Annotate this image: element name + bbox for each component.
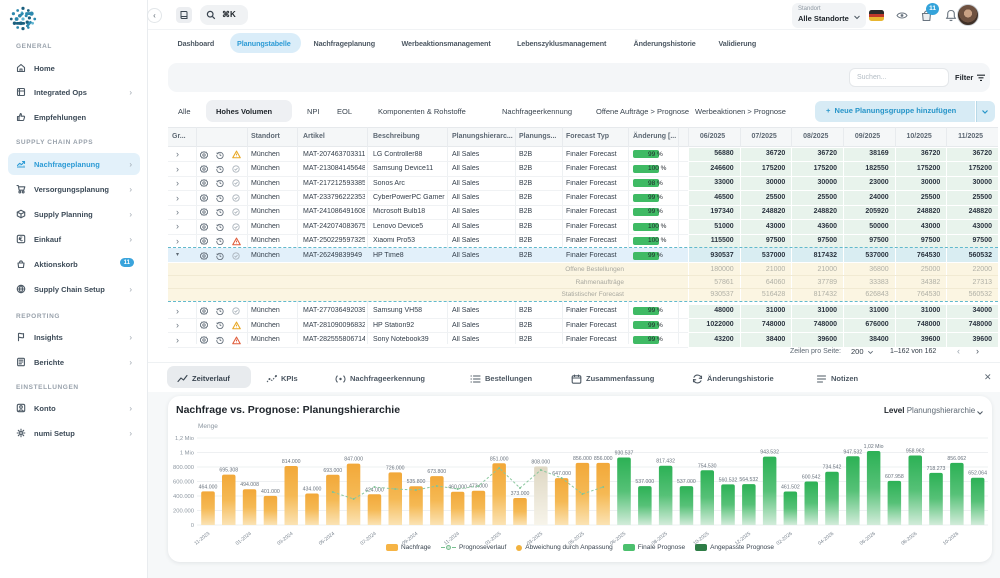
svg-text:537.000: 537.000 xyxy=(635,479,654,485)
svg-text:930.537: 930.537 xyxy=(615,451,634,457)
svg-text:1,2 Mio: 1,2 Mio xyxy=(175,436,194,442)
svg-text:847.000: 847.000 xyxy=(344,457,363,463)
svg-text:652.064: 652.064 xyxy=(968,471,987,477)
svg-text:718.273: 718.273 xyxy=(927,466,946,472)
svg-text:464.000: 464.000 xyxy=(199,484,218,490)
svg-text:424.000: 424.000 xyxy=(365,487,384,493)
svg-text:400.000: 400.000 xyxy=(173,494,194,500)
svg-text:600.542: 600.542 xyxy=(802,475,821,481)
svg-text:200.000: 200.000 xyxy=(173,509,194,515)
svg-text:943.532: 943.532 xyxy=(760,450,779,456)
svg-text:817.432: 817.432 xyxy=(656,459,675,465)
svg-text:695.308: 695.308 xyxy=(219,468,238,474)
svg-text:461.502: 461.502 xyxy=(781,485,800,491)
svg-text:856.062: 856.062 xyxy=(947,456,966,462)
svg-text:494.008: 494.008 xyxy=(240,482,259,488)
svg-text:401.000: 401.000 xyxy=(261,489,280,495)
svg-text:607.958: 607.958 xyxy=(885,474,904,480)
svg-text:754.530: 754.530 xyxy=(698,463,717,469)
svg-text:1,02 Mio: 1,02 Mio xyxy=(864,444,884,450)
svg-text:460.000: 460.000 xyxy=(448,485,467,491)
svg-text:1 Mio: 1 Mio xyxy=(180,451,194,457)
svg-text:537.000: 537.000 xyxy=(677,479,696,485)
svg-text:564.532: 564.532 xyxy=(739,477,758,483)
svg-text:0: 0 xyxy=(191,523,194,529)
svg-text:434.000: 434.000 xyxy=(303,487,322,493)
svg-text:851.000: 851.000 xyxy=(490,456,509,462)
svg-text:958.962: 958.962 xyxy=(906,449,925,455)
svg-text:800.000: 800.000 xyxy=(173,465,194,471)
svg-text:Menge: Menge xyxy=(198,423,218,430)
svg-text:373.000: 373.000 xyxy=(511,491,530,497)
svg-text:535.800: 535.800 xyxy=(407,479,426,485)
svg-text:856.000: 856.000 xyxy=(594,456,613,462)
svg-text:814.000: 814.000 xyxy=(282,459,301,465)
svg-text:808.000: 808.000 xyxy=(531,459,550,465)
svg-text:726.000: 726.000 xyxy=(386,465,405,471)
svg-text:734.542: 734.542 xyxy=(823,465,842,471)
svg-text:600.000: 600.000 xyxy=(173,480,194,486)
svg-text:673.800: 673.800 xyxy=(427,469,446,475)
svg-text:947.532: 947.532 xyxy=(843,449,862,455)
svg-text:693.000: 693.000 xyxy=(323,468,342,474)
svg-text:647.000: 647.000 xyxy=(552,471,571,477)
svg-text:856.000: 856.000 xyxy=(573,456,592,462)
svg-text:560.532: 560.532 xyxy=(719,477,738,483)
